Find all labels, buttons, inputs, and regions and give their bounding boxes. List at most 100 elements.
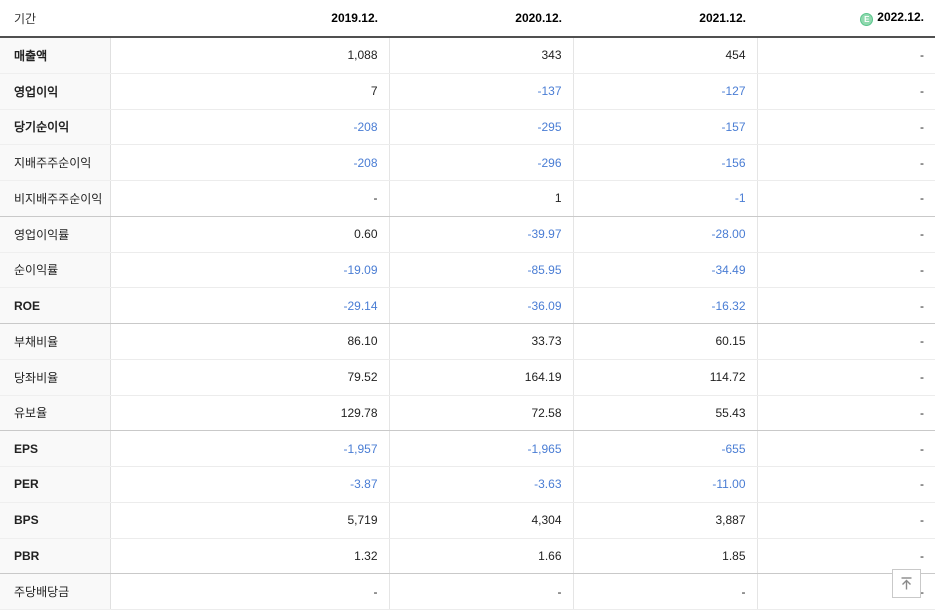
cell-value: - (757, 37, 935, 74)
cell-value: 55.43 (573, 395, 758, 432)
table-row: PER -3.87 -3.63 -11.00- (0, 466, 935, 503)
table-row: 당좌비율 79.52 164.19 114.72- (0, 359, 935, 396)
cell-value: -85.95 (389, 252, 574, 289)
table-row: ROE -29.14 -36.09 -16.32- (0, 287, 935, 324)
cell-value: -1 (573, 180, 758, 217)
cell-value: 72.58 (389, 395, 574, 432)
table-row: PBR 1.32 1.66 1.85- (0, 538, 935, 575)
cell-value: 1.85 (573, 538, 758, 575)
table-row: BPS 5,719 4,304 3,887- (0, 502, 935, 539)
column-header-2019-12: 2019.12. (110, 0, 389, 38)
cell-value: -157 (573, 109, 758, 146)
cell-value: -127 (573, 73, 758, 110)
row-label: 당좌비율 (0, 359, 111, 396)
table-header-row: 기간 2019.12. 2020.12. 2021.12. E 2022.12. (0, 0, 935, 38)
row-label: 주당배당금 (0, 573, 111, 610)
cell-value: - (757, 180, 935, 217)
table-row: 부채비율 86.10 33.73 60.15- (0, 323, 935, 360)
cell-value: -296 (389, 144, 574, 181)
cell-value: 0.60 (110, 216, 390, 253)
table-row: 영업이익률 0.60 -39.97 -28.00- (0, 216, 935, 253)
table-row: EPS -1,957 -1,965 -655- (0, 430, 935, 467)
cell-value: -29.14 (110, 287, 390, 324)
cell-value: -1,965 (389, 430, 574, 467)
cell-value: -16.32 (573, 287, 758, 324)
table-row: 영업이익 7 -137 -127- (0, 73, 935, 110)
cell-value: 129.78 (110, 395, 390, 432)
cell-value: 86.10 (110, 323, 390, 360)
cell-value: 79.52 (110, 359, 390, 396)
cell-value: -11.00 (573, 466, 758, 503)
row-label: 영업이익 (0, 73, 111, 110)
row-label: 영업이익률 (0, 216, 111, 253)
cell-value: - (757, 144, 935, 181)
cell-value: -295 (389, 109, 574, 146)
cell-value: 1.32 (110, 538, 390, 575)
cell-value: -1,957 (110, 430, 390, 467)
cell-value: 4,304 (389, 502, 574, 539)
cell-value: 1,088 (110, 37, 390, 74)
cell-value: 114.72 (573, 359, 758, 396)
cell-value: -208 (110, 109, 390, 146)
table-row: 매출액 1,088 343 454- (0, 37, 935, 74)
row-label: PBR (0, 538, 111, 575)
row-label: 매출액 (0, 37, 111, 74)
cell-value: - (110, 180, 390, 217)
cell-value: -137 (389, 73, 574, 110)
row-label: BPS (0, 502, 111, 539)
row-label: 유보율 (0, 395, 111, 432)
cell-value: - (573, 573, 758, 610)
cell-value: - (757, 323, 935, 360)
cell-value: 5,719 (110, 502, 390, 539)
cell-value: 164.19 (389, 359, 574, 396)
cell-value: -655 (573, 430, 758, 467)
cell-value: 60.15 (573, 323, 758, 360)
row-label: 지배주주순이익 (0, 144, 111, 181)
column-header-2021-12: 2021.12. (573, 0, 757, 38)
scroll-to-top-button[interactable] (892, 569, 921, 598)
cell-value: - (757, 216, 935, 253)
row-label: EPS (0, 430, 111, 467)
estimate-icon: E (860, 13, 874, 26)
cell-value: -3.87 (110, 466, 390, 503)
cell-value: - (757, 287, 935, 324)
period-header-label: 기간 (0, 0, 110, 38)
cell-value: -39.97 (389, 216, 574, 253)
cell-value: - (757, 109, 935, 146)
arrow-up-to-top-icon (899, 576, 914, 591)
table-row: 유보율 129.78 72.58 55.43- (0, 395, 935, 432)
row-label: 당기순이익 (0, 109, 111, 146)
table-row: 순이익률 -19.09 -85.95 -34.49- (0, 252, 935, 289)
cell-value: -28.00 (573, 216, 758, 253)
cell-value: 454 (573, 37, 758, 74)
column-header-2022-12: E 2022.12. (757, 0, 935, 38)
cell-value: 1 (389, 180, 574, 217)
cell-value: - (757, 502, 935, 539)
cell-value: -36.09 (389, 287, 574, 324)
cell-value: - (757, 73, 935, 110)
row-label: 부채비율 (0, 323, 111, 360)
cell-value: - (757, 538, 935, 575)
table-row: 지배주주순이익 -208 -296 -156- (0, 144, 935, 181)
cell-value: 7 (110, 73, 390, 110)
cell-value: - (757, 430, 935, 467)
row-label: 순이익률 (0, 252, 111, 289)
table-row: 주당배당금 - - - - (0, 573, 935, 610)
cell-value: - (110, 573, 390, 610)
cell-value: -3.63 (389, 466, 574, 503)
cell-value: -19.09 (110, 252, 390, 289)
cell-value: 3,887 (573, 502, 758, 539)
row-label: 비지배주주순이익 (0, 180, 111, 217)
cell-value: - (757, 395, 935, 432)
cell-value: -34.49 (573, 252, 758, 289)
table-row: 당기순이익 -208 -295 -157- (0, 109, 935, 146)
cell-value: - (389, 573, 574, 610)
column-header-2020-12: 2020.12. (389, 0, 573, 38)
cell-value: 343 (389, 37, 574, 74)
cell-value: -156 (573, 144, 758, 181)
cell-value: 1.66 (389, 538, 574, 575)
cell-value: - (757, 466, 935, 503)
cell-value: - (757, 252, 935, 289)
